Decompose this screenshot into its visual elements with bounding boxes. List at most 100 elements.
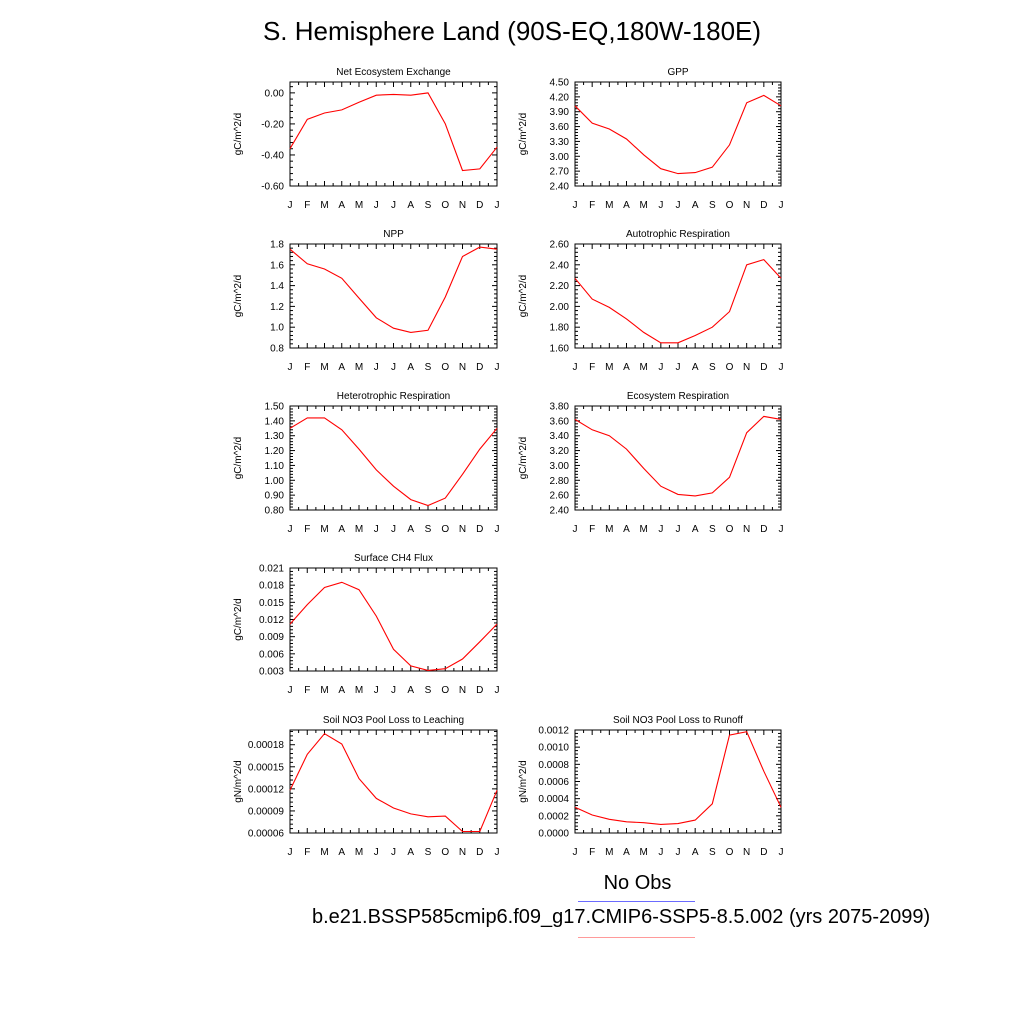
x-tick-label: O (441, 847, 449, 858)
y-tick-label: 1.20 (265, 446, 285, 457)
panel-title: GPP (667, 67, 688, 78)
x-tick-label: M (320, 362, 328, 373)
chart-panel-9: J F M A M J J A S O N D J0.00000.00020.00040.00060.0… (518, 715, 784, 858)
y-tick-label: 0.0000 (538, 829, 569, 840)
x-tick-label: A (407, 200, 414, 211)
x-tick-label: M (639, 362, 647, 373)
x-tick-label: D (476, 200, 483, 211)
y-tick-label: 3.40 (550, 431, 570, 442)
x-tick-label: A (623, 362, 630, 373)
panel-title: Soil NO3 Pool Loss to Runoff (613, 715, 743, 726)
x-tick-label: N (459, 847, 466, 858)
series-line (574, 731, 782, 825)
x-tick-label: M (639, 524, 647, 535)
plot-frame (289, 243, 498, 349)
series-line (574, 258, 782, 344)
y-tick-label: 0.80 (265, 506, 285, 517)
y-tick-label: 0.00015 (248, 762, 285, 773)
y-tick-label: 1.4 (270, 281, 284, 292)
y-tick-label: 1.50 (265, 402, 285, 413)
x-tick-label: J (676, 847, 681, 858)
x-tick-label: D (760, 200, 767, 211)
y-tick-label: 1.0 (270, 323, 284, 334)
y-tick-label: 3.20 (550, 446, 570, 457)
x-tick-label: J (495, 847, 500, 858)
x-tick-label: S (709, 362, 716, 373)
y-tick-label: 2.60 (550, 240, 570, 251)
chart-panel-6: J F M A M J J A S O N D J2.402.602.803.003.203.403.6… (518, 391, 784, 535)
y-axis-label: gN/m^2/d (233, 760, 244, 803)
y-tick-label: 0.0008 (538, 760, 569, 771)
x-tick-label: A (692, 200, 699, 211)
y-tick-label: 3.80 (550, 402, 570, 413)
y-tick-label: 1.60 (550, 344, 570, 355)
series-line (289, 417, 498, 507)
legend-obs-label: No Obs (603, 872, 672, 894)
y-tick-label: 0.0004 (538, 794, 569, 805)
x-tick-label: J (779, 524, 784, 535)
y-tick-label: -0.60 (261, 182, 284, 193)
x-tick-label: D (760, 524, 767, 535)
x-tick-label: O (441, 524, 449, 535)
y-tick-label: 0.90 (265, 491, 285, 502)
y-axis-label: gC/m^2/d (233, 437, 244, 480)
y-tick-label: 0.021 (259, 564, 284, 575)
x-tick-label: O (441, 685, 449, 696)
y-tick-label: 4.50 (550, 78, 570, 89)
x-tick-label: J (573, 524, 578, 535)
y-tick-label: 0.00009 (248, 806, 285, 817)
panel-title: Ecosystem Respiration (627, 391, 729, 402)
x-tick-label: D (476, 685, 483, 696)
y-tick-label: 2.20 (550, 281, 570, 292)
x-tick-label: A (407, 362, 414, 373)
x-tick-label: A (692, 847, 699, 858)
y-tick-label: 1.30 (265, 431, 285, 442)
y-tick-label: 2.40 (550, 260, 570, 271)
y-tick-label: 0.00 (265, 88, 285, 99)
y-tick-label: 0.0010 (538, 743, 569, 754)
legend-case-label: b.e21.BSSP585cmip6.f09_g17.CMIP6-SSP5-8.… (312, 906, 931, 928)
x-tick-label: J (288, 524, 293, 535)
y-axis-label: gC/m^2/d (518, 275, 529, 318)
x-tick-label: O (726, 524, 734, 535)
x-tick-label: A (623, 847, 630, 858)
y-tick-label: 2.70 (550, 167, 570, 178)
y-tick-label: 1.40 (265, 416, 285, 427)
x-tick-label: M (320, 200, 328, 211)
x-tick-label: J (288, 685, 293, 696)
y-tick-label: 3.00 (550, 152, 570, 163)
chart-panel-3: J F M A M J J A S O N D J0.81.01.21.41.61.8NPPgC/m^2… (233, 229, 500, 373)
x-tick-label: J (391, 847, 396, 858)
x-tick-label: M (639, 200, 647, 211)
x-tick-label: S (709, 847, 716, 858)
x-tick-label: J (676, 362, 681, 373)
plot-frame (574, 729, 782, 834)
y-tick-label: -0.20 (261, 119, 284, 130)
x-tick-label: A (407, 685, 414, 696)
y-tick-label: 2.00 (550, 302, 570, 313)
page-title: S. Hemisphere Land (90S-EQ,180W-180E) (262, 16, 762, 46)
y-tick-label: 0.0002 (538, 811, 569, 822)
x-tick-label: S (709, 524, 716, 535)
y-tick-label: 3.90 (550, 107, 570, 118)
panel-title: NPP (383, 229, 404, 240)
x-tick-label: S (709, 200, 716, 211)
y-tick-label: 1.00 (265, 476, 285, 487)
x-tick-label: N (743, 847, 750, 858)
x-tick-label: J (658, 847, 663, 858)
y-tick-label: 0.015 (259, 598, 284, 609)
y-axis-label: gC/m^2/d (233, 598, 244, 641)
x-tick-label: M (639, 847, 647, 858)
y-tick-label: 0.8 (270, 344, 284, 355)
x-tick-label: A (338, 847, 345, 858)
y-tick-label: 3.60 (550, 122, 570, 133)
x-tick-label: N (743, 524, 750, 535)
y-axis-label: gC/m^2/d (518, 437, 529, 480)
y-tick-label: 3.00 (550, 461, 570, 472)
x-tick-label: F (304, 524, 310, 535)
y-axis-label: gC/m^2/d (233, 113, 244, 156)
y-tick-label: 2.40 (550, 182, 570, 193)
x-tick-label: A (338, 685, 345, 696)
x-tick-label: A (407, 847, 414, 858)
x-tick-label: J (391, 200, 396, 211)
